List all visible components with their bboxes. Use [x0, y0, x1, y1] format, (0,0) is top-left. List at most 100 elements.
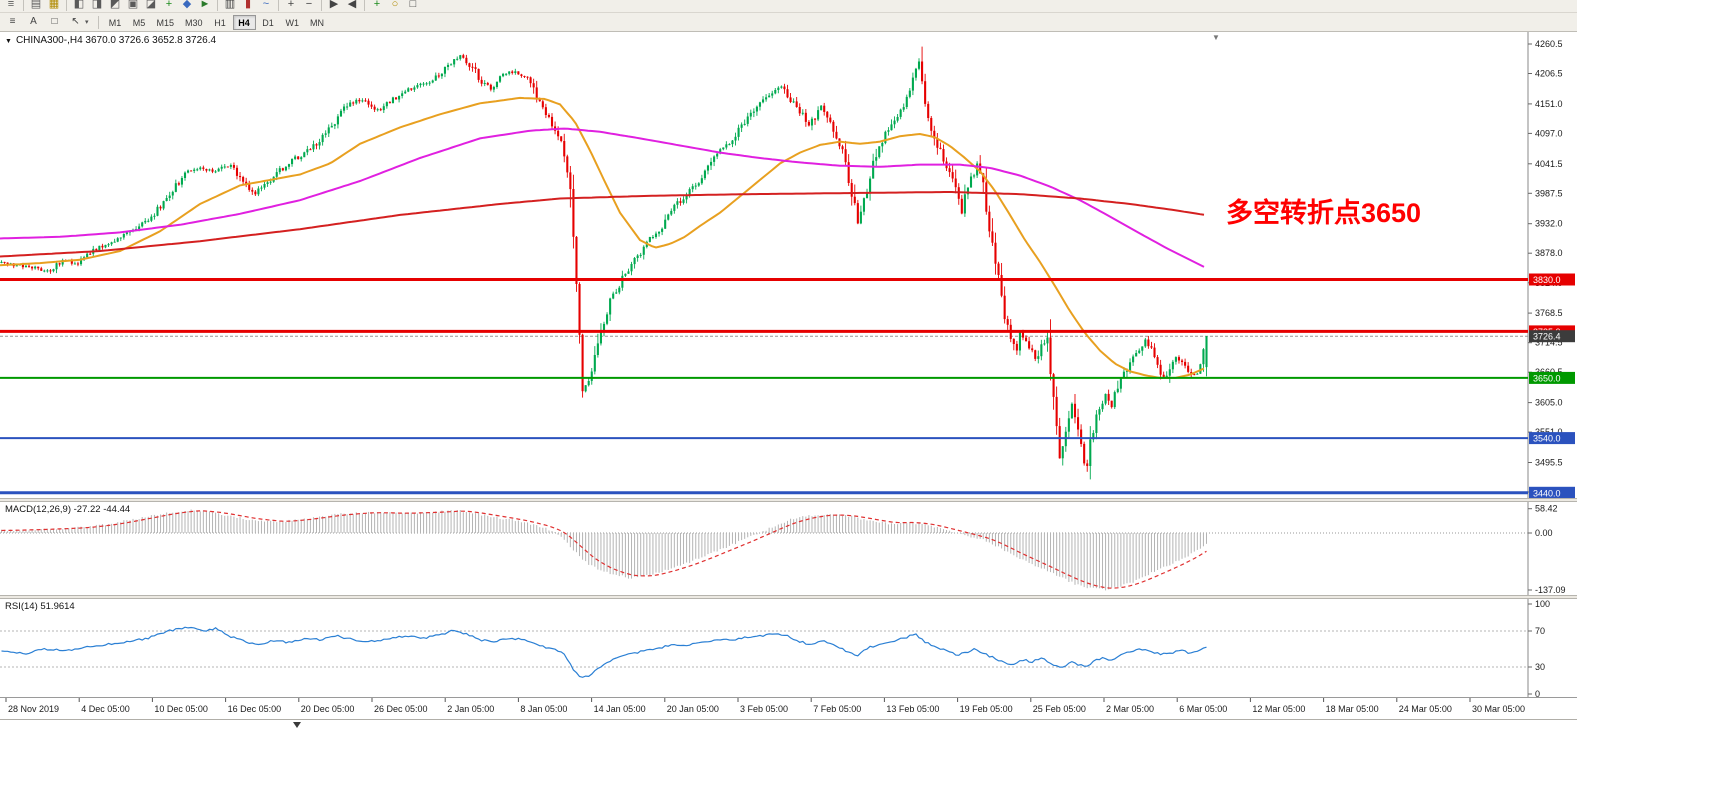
ma-medium-line [0, 127, 1205, 268]
time-axis-svg[interactable]: 28 Nov 2019 4 Dec 05:00 10 Dec 05:00 16 Dec… [0, 698, 1577, 719]
data-window-icon[interactable]: ◨ [91, 0, 103, 10]
macd-chart-svg[interactable]: 58.42 0.00 -137.09 [0, 502, 1577, 595]
new-chart-icon[interactable]: ▤ [30, 0, 42, 10]
svg-text:14 Jan 05:00: 14 Jan 05:00 [594, 704, 646, 714]
cursor-tool[interactable]: ≡ [9, 16, 16, 27]
indicators-icon[interactable]: + [373, 0, 381, 10]
svg-text:2 Jan 05:00: 2 Jan 05:00 [447, 704, 494, 714]
strategy-tester-icon[interactable]: ◪ [145, 0, 157, 10]
autotrading-icon[interactable]: ► [199, 0, 211, 10]
rsi-axis-labels: 100 70 30 0 [1528, 599, 1550, 697]
menu-icon[interactable]: ≡ [7, 0, 15, 10]
price-chart-svg[interactable]: 4260.5 4206.5 4151.0 4097.0 4041.5 3987.5 3932… [0, 32, 1577, 498]
market-watch-icon[interactable]: ◧ [73, 0, 85, 10]
svg-text:30: 30 [1535, 662, 1545, 672]
chart-shift-marker-icon[interactable]: ▼ [1212, 33, 1220, 42]
svg-text:3726.4: 3726.4 [1533, 332, 1561, 342]
text-tool[interactable]: A [30, 16, 37, 27]
toolbar-separator [23, 0, 24, 11]
svg-text:3768.5: 3768.5 [1535, 308, 1563, 318]
svg-text:8 Jan 05:00: 8 Jan 05:00 [520, 704, 567, 714]
rsi-chart-svg[interactable]: 100 70 30 0 [0, 599, 1577, 697]
toolbar-separator [97, 15, 99, 29]
svg-text:19 Feb 05:00: 19 Feb 05:00 [960, 704, 1013, 714]
svg-text:18 Mar 05:00: 18 Mar 05:00 [1326, 704, 1379, 714]
svg-text:3830.0: 3830.0 [1533, 275, 1561, 285]
timeframe-button-h4[interactable]: H4 [232, 14, 256, 30]
panel-splitter-macd[interactable] [0, 498, 1577, 502]
svg-text:30 Mar 05:00: 30 Mar 05:00 [1472, 704, 1525, 714]
scroll-position-marker-icon [293, 722, 301, 728]
arrows-tool[interactable]: ↖ [71, 16, 80, 27]
annotation-text: 多空转折点3650 [1226, 197, 1421, 228]
svg-text:0.00: 0.00 [1535, 528, 1553, 538]
timeframe-button-m30[interactable]: M30 [185, 17, 203, 28]
svg-text:3605.0: 3605.0 [1535, 398, 1563, 408]
svg-text:3540.0: 3540.0 [1533, 434, 1561, 444]
rsi-panel[interactable]: 100 70 30 0 RSI(14) 51.9614 [0, 599, 1577, 697]
svg-text:4 Dec 05:00: 4 Dec 05:00 [81, 704, 130, 714]
bar-chart-icon[interactable]: ▥ [224, 0, 236, 10]
svg-text:16 Dec 05:00: 16 Dec 05:00 [228, 704, 282, 714]
auto-scroll-icon[interactable]: ▶ [329, 0, 339, 10]
panel-splitter-rsi[interactable] [0, 595, 1577, 599]
svg-text:3987.5: 3987.5 [1535, 188, 1563, 198]
macd-panel[interactable]: 58.42 0.00 -137.09 MACD(12,26,9) -27.22 -4… [0, 502, 1577, 595]
arrows-tool-dropdown-icon[interactable]: ▾ [85, 19, 89, 26]
timeframe-button-d1[interactable]: D1 [262, 17, 274, 28]
line-chart-icon[interactable]: ~ [262, 0, 270, 10]
svg-text:20 Jan 05:00: 20 Jan 05:00 [667, 704, 719, 714]
zoom-out-icon[interactable]: − [305, 0, 313, 10]
svg-text:70: 70 [1535, 626, 1545, 636]
zoom-in-icon[interactable]: + [287, 0, 295, 10]
svg-text:-137.09: -137.09 [1535, 585, 1566, 595]
navigator-icon[interactable]: ◩ [109, 0, 121, 10]
candles [0, 46, 1208, 480]
main-chart-panel[interactable]: 4260.5 4206.5 4151.0 4097.0 4041.5 3987.5 3932… [0, 32, 1577, 498]
macd-signal-line [1, 510, 1207, 589]
terminal-icon[interactable]: ▣ [127, 0, 139, 10]
shapes-tool[interactable]: □ [51, 16, 58, 27]
ma-fast-line [0, 96, 1205, 379]
rsi-label: RSI(14) 51.9614 [5, 601, 75, 612]
timeframe-button-mn[interactable]: MN [310, 17, 325, 28]
toolbar-separator [321, 0, 322, 11]
svg-text:0: 0 [1535, 689, 1540, 697]
svg-text:10 Dec 05:00: 10 Dec 05:00 [154, 704, 208, 714]
timeframe-button-m5[interactable]: M5 [132, 17, 146, 28]
ma-slow-line [0, 191, 1205, 258]
chart-shift-icon[interactable]: ◀ [347, 0, 357, 10]
svg-text:4260.5: 4260.5 [1535, 39, 1563, 49]
time-axis-panel[interactable]: 28 Nov 2019 4 Dec 05:00 10 Dec 05:00 16 Dec… [0, 697, 1577, 719]
svg-text:26 Dec 05:00: 26 Dec 05:00 [374, 704, 428, 714]
time-axis-labels: 28 Nov 2019 4 Dec 05:00 10 Dec 05:00 16 Dec… [5, 698, 1525, 714]
svg-text:20 Dec 05:00: 20 Dec 05:00 [301, 704, 355, 714]
svg-text:12 Mar 05:00: 12 Mar 05:00 [1252, 704, 1305, 714]
timeframe-button-w1[interactable]: W1 [285, 17, 300, 28]
svg-text:58.42: 58.42 [1535, 504, 1558, 514]
macd-histogram [1, 509, 1207, 591]
svg-text:4097.0: 4097.0 [1535, 128, 1563, 138]
svg-text:4151.0: 4151.0 [1535, 99, 1563, 109]
one-click-trading-icon[interactable]: ▼ [5, 38, 12, 45]
svg-text:7 Feb 05:00: 7 Feb 05:00 [813, 704, 861, 714]
candlestick-chart-icon[interactable]: ▮ [244, 0, 252, 10]
new-order-icon[interactable]: + [165, 0, 173, 10]
profiles-icon[interactable]: ▦ [48, 0, 60, 10]
timeframe-button-h1[interactable]: H1 [214, 17, 226, 28]
svg-text:25 Feb 05:00: 25 Feb 05:00 [1033, 704, 1086, 714]
metaeditor-icon[interactable]: ◆ [182, 0, 192, 10]
svg-text:28 Nov 2019: 28 Nov 2019 [8, 704, 59, 714]
periods-icon[interactable]: ○ [391, 0, 399, 10]
timeframe-button-m15[interactable]: M15 [156, 17, 175, 28]
svg-text:3878.0: 3878.0 [1535, 248, 1563, 258]
timeframe-button-m1[interactable]: M1 [108, 17, 122, 28]
svg-text:3714.5: 3714.5 [1535, 338, 1563, 348]
symbol-ohlc-label: ▼ CHINA300-,H4 3670.0 3726.6 3652.8 3726.… [5, 35, 216, 46]
mt4-window: ≡ ▤ ▦ ◧ ◨ ◩ ▣ ◪ + ◆ ► ▥ ▮ ~ + − ▶ ◀ + ○ □ ≡ A □ ↖ ▾ M1 M5 M15 M30 H1… [0, 0, 1577, 720]
templates-icon[interactable]: □ [409, 0, 417, 10]
svg-text:100: 100 [1535, 599, 1550, 609]
tools-timeframes-toolbar: ≡ A □ ↖ ▾ M1 M5 M15 M30 H1 H4 D1 W1 MN [0, 13, 1577, 32]
svg-text:3440.0: 3440.0 [1533, 488, 1561, 498]
